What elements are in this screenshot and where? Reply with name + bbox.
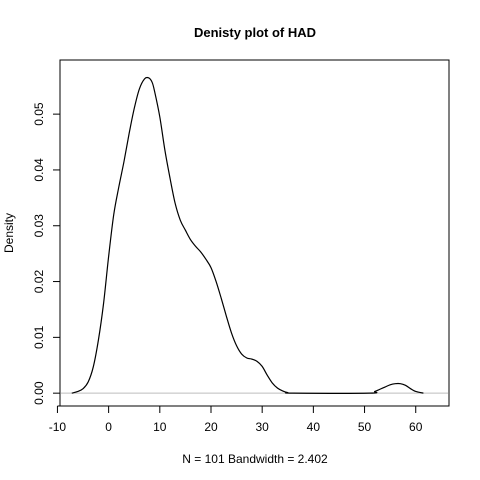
- y-tick-label: 0.02: [32, 270, 46, 294]
- y-axis-label: Density: [2, 213, 16, 253]
- y-tick-label: 0.04: [32, 158, 46, 182]
- y-tick-label: 0.01: [32, 325, 46, 349]
- x-tick-label: 40: [307, 420, 321, 434]
- x-tick-label: 0: [105, 420, 112, 434]
- plot-frame: [59, 59, 450, 407]
- x-tick-label: 30: [255, 420, 269, 434]
- x-tick-label: 10: [153, 420, 167, 434]
- y-tick-label: 0.03: [32, 214, 46, 238]
- x-tick-label: 60: [409, 420, 423, 434]
- chart-title: Denisty plot of HAD: [194, 25, 316, 40]
- density-curve: [71, 76, 424, 394]
- y-tick-label: 0.05: [32, 102, 46, 126]
- x-tick-label: 50: [358, 420, 372, 434]
- y-axis: 0.00 0.01 0.02 0.03 0.04 0.05: [32, 102, 61, 405]
- x-axis: -10 0 10 20 30 40 50 60: [49, 405, 423, 434]
- x-tick-label: 20: [204, 420, 218, 434]
- x-tick-label: -10: [49, 420, 67, 434]
- y-tick-label: 0.00: [32, 381, 46, 405]
- x-axis-label: N = 101 Bandwidth = 2.402: [182, 452, 328, 466]
